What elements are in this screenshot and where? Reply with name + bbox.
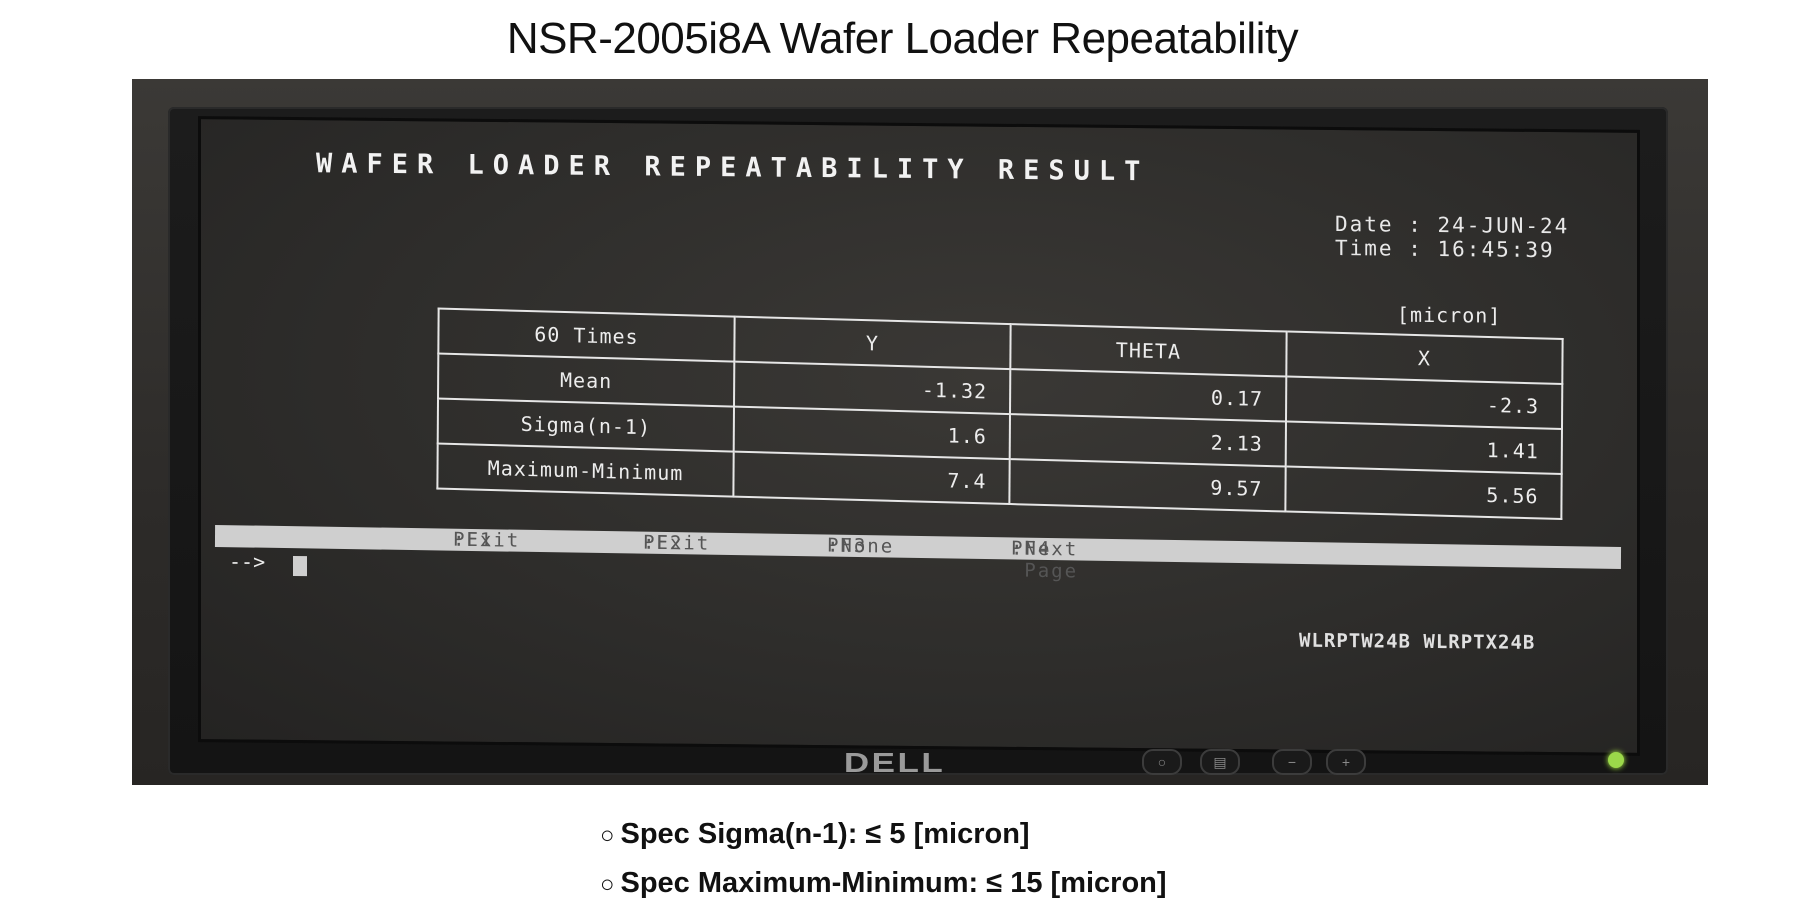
function-key-bar: PF1 : Exit PF2 : Exit PF3 : None PF4 : N… — [214, 524, 1622, 583]
pf-key-action: Exit — [656, 531, 711, 555]
pf-key-action: Next Page — [1024, 537, 1079, 583]
cell-y: 7.4 — [733, 451, 1010, 505]
program-ids: WLRPTW24B WLRPTX24B — [1299, 629, 1536, 654]
spec-item: ○ Spec Sigma(n-1): ≤ 5 [micron] — [600, 818, 1167, 851]
row-label: Maximum-Minimum — [437, 443, 734, 497]
cell-y: 1.6 — [733, 406, 1010, 460]
monitor-photo: WAFER LOADER REPEATABILITY RESULT Date :… — [132, 79, 1708, 785]
repeatability-table: 60 Times Y THETA X Mean -1.32 0.17 -2.3 … — [436, 308, 1563, 520]
pf3-key[interactable]: PF3 : None — [826, 534, 895, 558]
header-theta: THETA — [1010, 324, 1287, 377]
pf2-key[interactable]: PF2 : Exit — [642, 531, 711, 555]
cell-theta: 9.57 — [1009, 459, 1286, 512]
time-label: Time — [1335, 235, 1394, 261]
dell-logo: DELL — [843, 747, 946, 778]
header-y: Y — [734, 316, 1011, 370]
date-readout: Date : 24-JUN-24 — [1335, 211, 1570, 239]
header-x: X — [1286, 331, 1563, 384]
cell-x: 1.41 — [1285, 421, 1562, 474]
unit-label: [micron] — [1397, 302, 1502, 328]
power-led-icon[interactable] — [1608, 752, 1624, 768]
pf1-key[interactable]: PF1 : Exit — [452, 528, 521, 552]
input-source-button-icon[interactable]: ○ — [1142, 749, 1182, 775]
time-readout: Time : 16:45:39 — [1335, 235, 1555, 263]
command-input-cursor[interactable] — [293, 555, 307, 577]
pf-key-action: None — [840, 534, 895, 558]
spec-list: ○ Spec Sigma(n-1): ≤ 5 [micron] ○ Spec Max… — [600, 818, 1167, 916]
pf4-key[interactable]: PF4 : Next Page — [1010, 537, 1079, 583]
cell-theta: 2.13 — [1009, 414, 1286, 467]
terminal-screen: WAFER LOADER REPEATABILITY RESULT Date :… — [198, 116, 1640, 756]
row-label: Mean — [438, 353, 735, 407]
header-times: 60 Times — [438, 308, 735, 362]
screen-title: WAFER LOADER REPEATABILITY RESULT — [316, 148, 1150, 188]
menu-button-icon[interactable]: ▤ — [1200, 749, 1240, 775]
pf-key-action: Exit — [466, 528, 521, 552]
cell-theta: 0.17 — [1009, 369, 1287, 422]
minus-button-icon[interactable]: − — [1272, 749, 1312, 775]
cell-y: -1.32 — [734, 361, 1011, 415]
date-label: Date — [1335, 211, 1394, 237]
command-prompt: --> — [229, 549, 266, 574]
time-value: 16:45:39 — [1437, 236, 1555, 263]
cell-x: -2.3 — [1285, 376, 1563, 429]
slide-title: NSR-2005i8A Wafer Loader Repeatability — [506, 14, 1299, 63]
spec-text: Spec Maximum-Minimum: ≤ 15 [micron] — [620, 867, 1167, 899]
plus-button-icon[interactable]: + — [1326, 749, 1366, 775]
cell-x: 5.56 — [1285, 466, 1562, 519]
bullet-icon: ○ — [600, 822, 615, 849]
spec-item: ○ Spec Maximum-Minimum: ≤ 15 [micron] — [600, 867, 1167, 900]
spec-text: Spec Sigma(n-1): ≤ 5 [micron] — [620, 818, 1030, 850]
date-value: 24-JUN-24 — [1437, 212, 1570, 239]
bullet-icon: ○ — [600, 871, 615, 898]
row-label: Sigma(n-1) — [437, 398, 735, 452]
